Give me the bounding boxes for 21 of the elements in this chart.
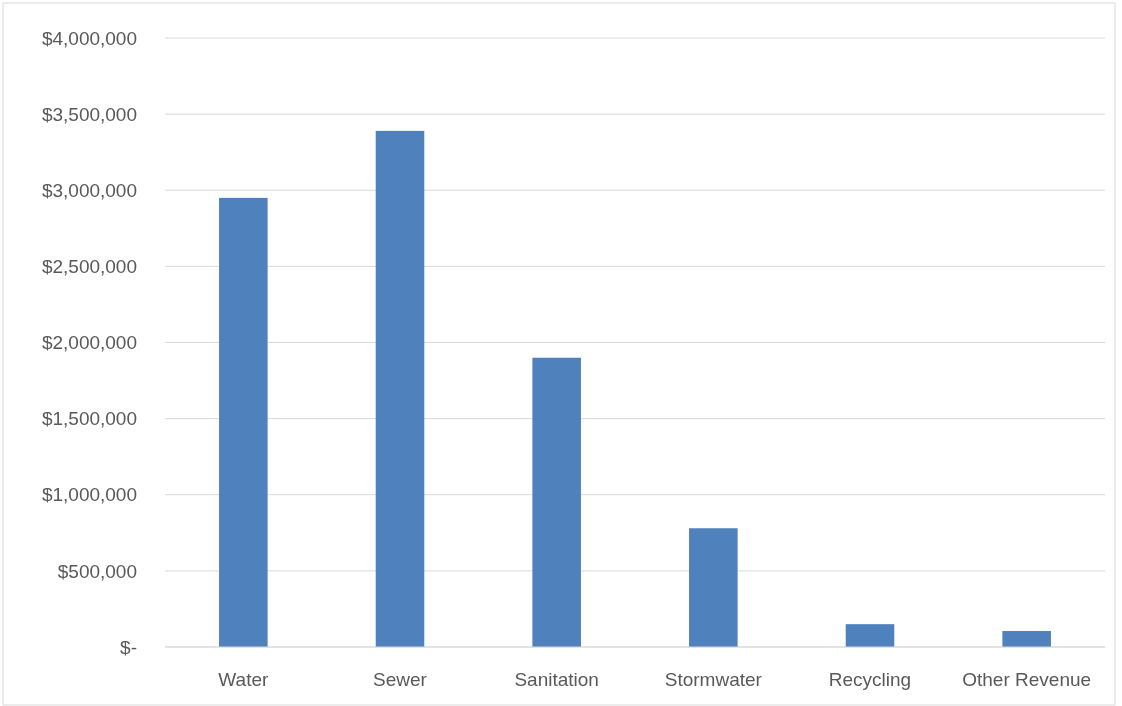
bar: [1002, 631, 1051, 647]
y-tick-label: $-: [120, 636, 137, 658]
bar: [845, 624, 895, 647]
x-tick-label: Other Revenue: [962, 669, 1092, 690]
y-tick-label: $4,000,000: [41, 27, 137, 49]
y-tick-label: $3,500,000: [41, 103, 137, 125]
y-tick-label: $1,000,000: [41, 484, 137, 506]
y-tick-label: $1,500,000: [41, 408, 137, 430]
y-tick-label: $500,000: [57, 560, 137, 582]
bar: [219, 197, 268, 647]
x-tick-label: Recycling: [828, 669, 912, 690]
x-tick-label: Sanitation: [514, 669, 599, 690]
x-tick-label: Water: [218, 669, 269, 690]
bar: [375, 130, 425, 647]
bar: [532, 357, 581, 647]
y-tick-label: $3,000,000: [41, 179, 137, 201]
y-tick-label: $2,500,000: [41, 256, 137, 278]
x-tick-label: Sewer: [373, 669, 428, 690]
y-tick-label: $2,000,000: [41, 332, 137, 354]
bar: [689, 528, 738, 647]
x-tick-label: Stormwater: [664, 669, 763, 690]
